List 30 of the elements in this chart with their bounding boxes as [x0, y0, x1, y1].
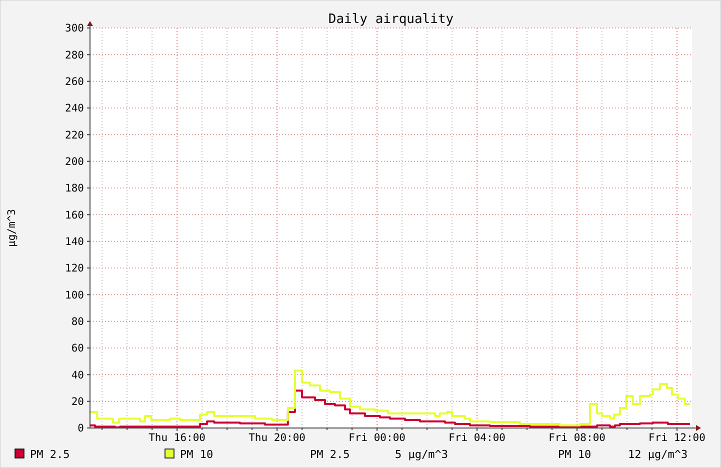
chart-title: Daily airquality [328, 12, 454, 27]
x-tick-label: Fri 04:00 [448, 432, 506, 444]
y-tick-label: 220 [65, 129, 84, 142]
legend-label: PM 2.5 [30, 448, 70, 461]
y-tick-label: 80 [71, 316, 84, 328]
x-tick-label: Thu 16:00 [148, 432, 206, 444]
y-axis-title: µg/m^3 [6, 209, 18, 247]
text: PM 2.5 [310, 448, 350, 461]
y-tick-label: 0 [78, 422, 84, 435]
text: PM 10 [558, 448, 592, 461]
y-tick-label: 120 [65, 262, 84, 275]
y-tick-label: 40 [71, 369, 84, 382]
x-tick-label: Fri 12:00 [648, 432, 706, 444]
text: 12 µg/m^3 [628, 448, 688, 461]
y-tick-label: 160 [65, 209, 84, 222]
y-tick-label: 60 [71, 342, 84, 355]
x-tick-label: Fri 00:00 [348, 432, 406, 444]
y-tick-label: 100 [65, 289, 84, 302]
y-tick-label: 140 [65, 236, 84, 248]
y-tick-label: 20 [71, 396, 84, 408]
y-tick-label: 280 [65, 49, 84, 62]
x-tick-label: Fri 08:00 [548, 432, 606, 444]
text: 5 µg/m^3 [395, 448, 448, 461]
x-tick-label: Thu 20:00 [248, 432, 306, 444]
y-tick-label: 180 [65, 182, 84, 195]
y-tick-label: 200 [65, 156, 84, 168]
y-tick-label: 240 [65, 102, 84, 115]
y-tick-label: 260 [65, 76, 84, 88]
legend-label: PM 10 [180, 448, 214, 461]
y-tick-label: 300 [65, 22, 84, 35]
